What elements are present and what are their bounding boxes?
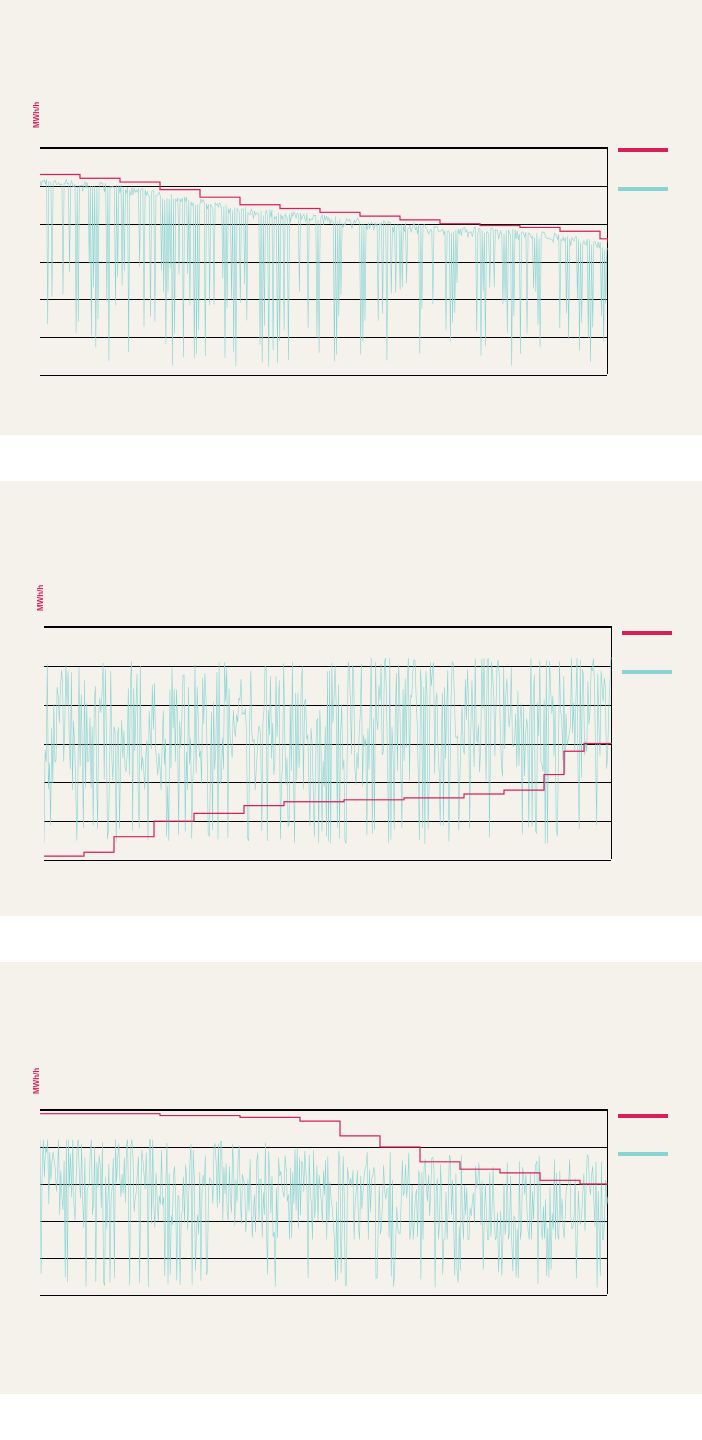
series-svg [44, 627, 612, 860]
chart-2: MWh/h [0, 481, 702, 916]
plot-area [40, 147, 608, 374]
chart-1: MWh/h [0, 0, 702, 435]
legend-swatch-teal [618, 187, 668, 191]
y-axis-label: MWh/h [32, 1068, 41, 1094]
gridline [40, 1295, 607, 1296]
plot-area [44, 626, 612, 859]
gridline [40, 375, 607, 376]
legend-swatch-red [618, 148, 668, 152]
series-svg [40, 1110, 608, 1295]
y-axis-label: MWh/h [36, 585, 45, 611]
red-series-line [40, 1114, 608, 1184]
teal-series-line [40, 1140, 608, 1288]
gridline [44, 860, 611, 861]
series-svg [40, 148, 608, 375]
legend-swatch-red [618, 1114, 668, 1118]
teal-series-line [40, 179, 608, 366]
teal-series-line [44, 658, 612, 844]
y-axis-label: MWh/h [32, 102, 41, 128]
legend-swatch-teal [618, 1152, 668, 1156]
legend-swatch-teal [622, 670, 672, 674]
chart-3: MWh/h [0, 962, 702, 1394]
legend-swatch-red [622, 631, 672, 635]
plot-area [40, 1109, 608, 1294]
